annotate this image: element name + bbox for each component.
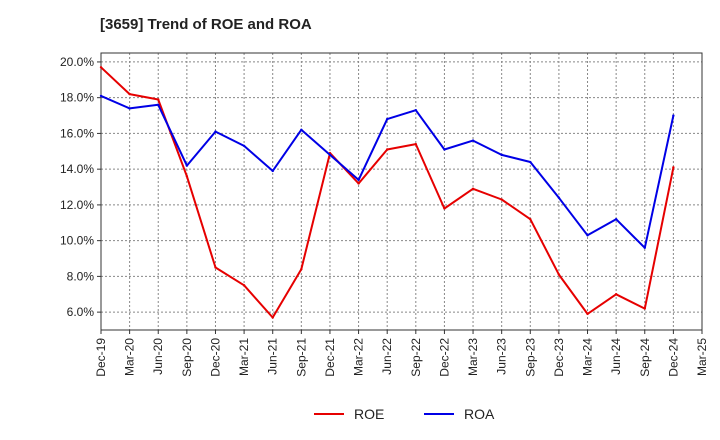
series-line-roe — [100, 66, 675, 319]
data-point-roa — [242, 144, 246, 148]
x-tick-label: Jun-21 — [266, 338, 280, 375]
data-point-roe — [99, 66, 103, 69]
y-tick-label: 10.0% — [60, 234, 94, 248]
x-tick-label: Dec-19 — [94, 338, 108, 377]
data-point-roa — [214, 130, 217, 133]
data-point-roe — [185, 175, 189, 178]
legend-label-roa: ROA — [464, 406, 495, 422]
x-tick-label: Dec-23 — [552, 338, 566, 377]
data-point-roe — [414, 142, 418, 146]
x-tick-label: Sep-22 — [409, 338, 423, 377]
data-point-roe — [672, 166, 675, 169]
data-point-roe — [614, 293, 618, 296]
x-tick-label: Sep-20 — [180, 338, 194, 377]
data-point-roa — [99, 94, 103, 98]
y-tick-label: 16.0% — [60, 126, 94, 140]
data-point-roe — [157, 98, 160, 101]
data-point-roe — [586, 312, 589, 316]
data-point-roe — [300, 268, 303, 271]
data-point-roa — [672, 114, 675, 117]
data-point-roe — [443, 207, 446, 210]
data-point-roe — [557, 273, 561, 276]
x-tick-label: Sep-23 — [523, 338, 537, 377]
x-tick-label: Mar-21 — [237, 338, 251, 376]
y-tick-label: 8.0% — [67, 269, 95, 283]
data-point-roa — [557, 196, 561, 199]
data-point-roe — [128, 92, 131, 96]
data-point-roe — [357, 182, 360, 185]
data-point-roe — [214, 266, 217, 269]
plot-frame — [100, 52, 703, 331]
data-point-roa — [157, 103, 160, 107]
x-tick-label: Jun-22 — [380, 338, 394, 375]
axes: 6.0% 8.0% 10.0% 12.0% 14.0% 16.0% 18.0% 20.0% De… — [60, 55, 709, 377]
data-point-roa — [443, 148, 446, 151]
legend-label-roe: ROE — [354, 406, 384, 422]
data-point-roe — [529, 218, 532, 221]
series — [99, 66, 675, 319]
x-tick-label: Mar-24 — [581, 338, 595, 376]
x-tick-label: Mar-25 — [695, 338, 709, 376]
data-point-roe — [242, 284, 246, 287]
x-tick-label: Dec-21 — [323, 338, 337, 377]
data-point-roe — [643, 307, 646, 310]
grid — [101, 53, 702, 330]
data-point-roa — [300, 128, 303, 132]
x-tick-label: Sep-24 — [638, 338, 652, 377]
legend: ROE ROA — [314, 406, 495, 422]
data-point-roe — [471, 187, 475, 191]
x-tick-label: Jun-20 — [151, 338, 165, 375]
y-tick-label: 14.0% — [60, 162, 94, 176]
data-point-roa — [385, 117, 389, 121]
x-tick-label: Mar-22 — [352, 338, 366, 376]
data-point-roa — [271, 169, 274, 173]
y-tick-label: 20.0% — [60, 55, 94, 69]
x-tick-label: Jun-23 — [495, 338, 509, 375]
data-point-roa — [643, 246, 646, 249]
data-point-roa — [128, 107, 131, 110]
x-tick-label: Mar-23 — [466, 338, 480, 376]
x-tick-label: Dec-22 — [437, 338, 451, 377]
data-point-roa — [414, 108, 418, 112]
x-tick-label: Sep-21 — [294, 338, 308, 377]
chart-title: [3659] Trend of ROE and ROA — [100, 16, 312, 33]
data-point-roa — [328, 153, 332, 157]
data-point-roa — [614, 218, 618, 221]
data-point-roa — [357, 178, 360, 182]
data-point-roa — [500, 153, 503, 157]
x-tick-label: Dec-24 — [666, 338, 680, 377]
y-tick-label: 6.0% — [67, 305, 95, 319]
x-tick-label: Jun-24 — [609, 338, 623, 375]
data-point-roe — [500, 198, 503, 201]
data-point-roa — [471, 139, 475, 142]
y-tick-label: 12.0% — [60, 198, 94, 212]
data-point-roa — [529, 160, 532, 164]
data-point-roe — [385, 148, 389, 151]
x-tick-label: Mar-20 — [123, 338, 137, 376]
data-point-roa — [586, 234, 589, 237]
data-point-roa — [185, 164, 189, 167]
data-point-roe — [271, 316, 274, 319]
y-tick-label: 18.0% — [60, 91, 94, 105]
x-tick-label: Dec-20 — [208, 338, 222, 377]
